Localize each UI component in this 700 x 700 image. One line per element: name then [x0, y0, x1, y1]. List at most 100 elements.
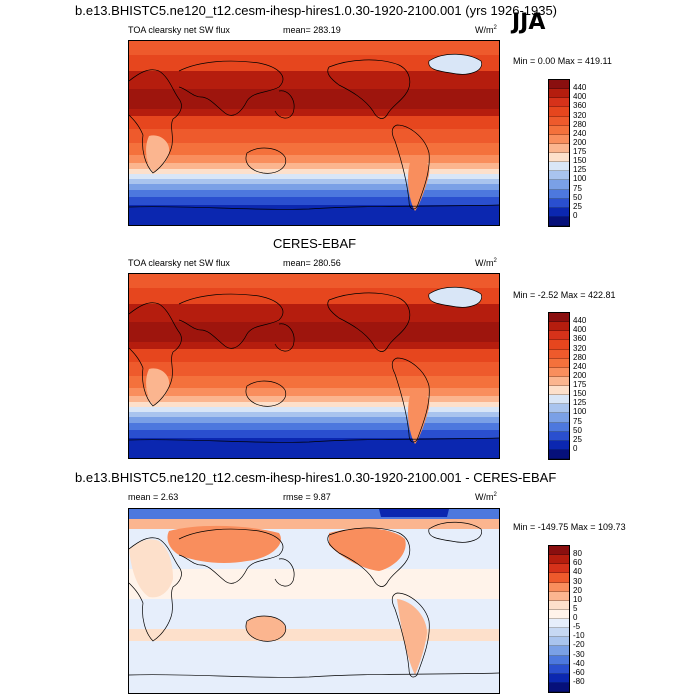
- coastline-eurasia: [178, 60, 284, 116]
- colorbar-segment: [549, 564, 569, 574]
- land-greenland: [428, 287, 482, 308]
- panel2-observation-map: [128, 273, 500, 459]
- colorbar-tick-label: 200: [573, 370, 587, 380]
- map-band: [129, 407, 499, 412]
- colorbar-tick-label: -60: [573, 667, 585, 677]
- colorbar-segment: [549, 591, 569, 601]
- colorbar-tick-label: 200: [573, 137, 587, 147]
- colorbar-segment: [549, 162, 569, 172]
- map-band: [129, 430, 499, 438]
- colorbar-segment: [549, 573, 569, 583]
- map-band: [129, 388, 499, 396]
- colorbar-segment: [549, 555, 569, 565]
- panel1-units: W/m2: [475, 25, 497, 35]
- panel3-map-svg: [129, 509, 499, 693]
- land-south-america: [408, 157, 430, 211]
- panel2-colorbar: [548, 312, 570, 460]
- colorbar-tick-label: 50: [573, 192, 582, 202]
- colorbar-segment: [549, 395, 569, 405]
- colorbar-segment: [549, 628, 569, 638]
- colorbar-tick-label: 440: [573, 316, 587, 326]
- map-band: [129, 569, 499, 599]
- colorbar-tick-label: 25: [573, 201, 582, 211]
- panel1-map-svg: [129, 41, 499, 225]
- map-band: [129, 396, 499, 402]
- colorbar-segment: [549, 619, 569, 629]
- map-band: [129, 169, 499, 174]
- colorbar-tick-label: -30: [573, 649, 585, 659]
- colorbar-segment: [549, 582, 569, 592]
- coastline-se-asia: [274, 323, 295, 352]
- colorbar-segment: [549, 646, 569, 656]
- map-band: [129, 274, 499, 288]
- map-band: [129, 174, 499, 179]
- coastline-australia: [245, 380, 287, 407]
- panel3-units: W/m2: [475, 492, 497, 502]
- map-band: [129, 179, 499, 184]
- coastline-antarctica: [129, 672, 499, 678]
- colorbar-tick-label: 360: [573, 334, 587, 344]
- colorbar-segment: [549, 673, 569, 683]
- colorbar-segment: [549, 153, 569, 163]
- panel3-min-max: Min = -149.75 Max = 109.73: [513, 522, 626, 532]
- colorbar-tick-label: 25: [573, 434, 582, 444]
- panel2-dataset-title: CERES-EBAF: [273, 236, 357, 251]
- coastline-antarctica: [129, 437, 499, 443]
- colorbar-tick-label: 125: [573, 165, 587, 175]
- colorbar-segment: [549, 98, 569, 108]
- panel2-map-svg: [129, 274, 499, 458]
- colorbar-segment: [549, 404, 569, 414]
- coastline-africa: [129, 537, 182, 642]
- coastline-greenland: [428, 53, 482, 75]
- anomaly-arctic-cold: [379, 509, 449, 517]
- anomaly-eurasia: [167, 525, 281, 563]
- map-band: [129, 509, 499, 519]
- map-band: [129, 629, 499, 641]
- colorbar-tick-label: -80: [573, 676, 585, 686]
- colorbar-tick-label: 320: [573, 343, 587, 353]
- colorbar-segment: [549, 216, 569, 226]
- colorbar-tick-label: 240: [573, 128, 587, 138]
- colorbar-tick-label: 50: [573, 425, 582, 435]
- colorbar-segment: [549, 600, 569, 610]
- map-band: [129, 205, 499, 225]
- map-band: [129, 197, 499, 205]
- colorbar-segment: [549, 637, 569, 647]
- colorbar-tick-label: 30: [573, 576, 582, 586]
- coastline-africa: [129, 69, 182, 174]
- colorbar-segment: [549, 125, 569, 135]
- colorbar-segment: [549, 322, 569, 332]
- coastline-australia: [245, 147, 287, 174]
- colorbar-tick-label: 0: [573, 210, 578, 220]
- coastline-eurasia: [178, 528, 284, 584]
- colorbar-tick-label: -10: [573, 631, 585, 641]
- panel2-min-max: Min = -2.52 Max = 422.81: [513, 290, 616, 300]
- colorbar-segment: [549, 422, 569, 432]
- coastline-north-america: [327, 59, 411, 119]
- colorbar-tick-label: 175: [573, 147, 587, 156]
- colorbar-tick-label: 10: [573, 594, 582, 604]
- colorbar-segment: [549, 207, 569, 217]
- coastline-north-america: [327, 527, 411, 587]
- panel1-min-max: Min = 0.00 Max = 419.11: [513, 56, 612, 66]
- colorbar-tick-label: 150: [573, 389, 587, 399]
- panel2-mean: mean= 280.56: [283, 258, 341, 268]
- colorbar-segment: [549, 171, 569, 181]
- colorbar-segment: [549, 609, 569, 619]
- map-band: [129, 89, 499, 109]
- panel1-mean: mean= 283.19: [283, 25, 341, 35]
- season-label: JJA: [512, 10, 546, 35]
- colorbar-segment: [549, 198, 569, 208]
- colorbar-tick-label: 5: [573, 603, 578, 613]
- colorbar-tick-label: 400: [573, 92, 587, 102]
- colorbar-segment: [549, 89, 569, 99]
- map-band: [129, 184, 499, 190]
- anomaly-africa: [129, 539, 173, 598]
- anomaly-north-america: [329, 528, 406, 571]
- colorbar-segment: [549, 143, 569, 153]
- map-band: [129, 155, 499, 163]
- land-greenland: [428, 54, 482, 75]
- panel1-colorbar: [548, 79, 570, 227]
- colorbar-segment: [549, 349, 569, 359]
- panel3-difference-map: [128, 508, 500, 694]
